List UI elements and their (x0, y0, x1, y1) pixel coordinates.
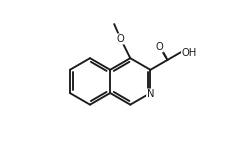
Text: O: O (155, 42, 163, 52)
Text: N: N (146, 89, 153, 99)
Text: OH: OH (181, 48, 196, 58)
Text: O: O (116, 34, 124, 44)
